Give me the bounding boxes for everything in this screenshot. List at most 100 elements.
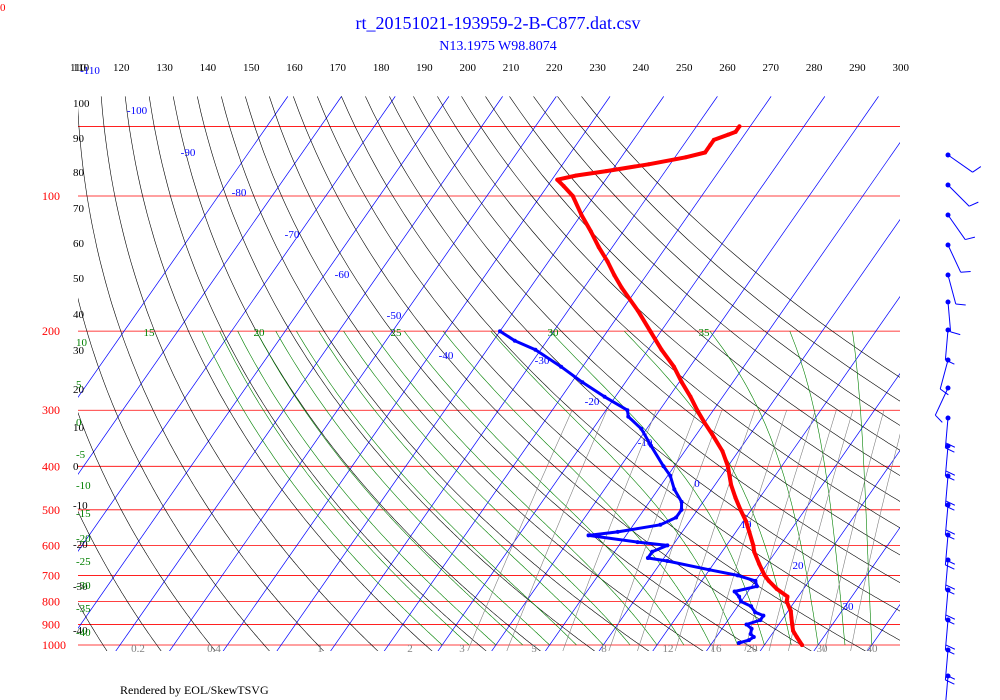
mixing-ratio-label: 1 (317, 643, 323, 655)
dewpoint-trace-point (602, 394, 607, 399)
theta-tick-label: 260 (719, 62, 736, 74)
pressure-label: 400 (42, 459, 60, 473)
mixing-ratio-line (506, 410, 608, 651)
isotherm-label: -50 (387, 310, 402, 322)
moist-adiabat-label: 30 (548, 327, 560, 339)
dewpoint-trace-point (672, 487, 677, 492)
isotherm-line (78, 96, 396, 552)
temperature-trace-point (791, 628, 796, 633)
dry-adiabat-line (557, 96, 900, 402)
wind-barb-staff (944, 445, 949, 476)
isotherm-line (330, 96, 718, 651)
altitude-label: -20 (73, 539, 88, 551)
dewpoint-trace-point (751, 635, 756, 639)
theta-tick-label: 220 (546, 62, 563, 74)
theta-tick-label: 290 (849, 62, 866, 74)
wind-barb (944, 473, 956, 511)
temperature-trace-point (708, 143, 713, 147)
mixing-ratio-line (744, 410, 816, 651)
mixing-ratio-line (562, 410, 657, 651)
mixing-ratio-label: 3 (459, 643, 465, 655)
theta-tick-label: 230 (589, 62, 606, 74)
theta-tick-label: 130 (156, 62, 173, 74)
dry-adiabat-line (221, 96, 650, 651)
dewpoint-trace-point (639, 426, 644, 431)
wind-barb-staff (944, 417, 949, 448)
dry-adiabat-line (124, 96, 433, 651)
dewpoint-trace-point (674, 515, 679, 520)
moist-adiabat-line (296, 331, 577, 646)
dry-adiabat-line (78, 602, 108, 651)
mixing-ratio-label: 20 (747, 643, 759, 655)
temperature-trace-point (561, 184, 566, 188)
pressure-label: 900 (42, 617, 60, 631)
isotherm-line (115, 96, 503, 651)
temperature-trace-point (766, 578, 771, 583)
wind-barb-staff (945, 675, 949, 700)
wind-barb (945, 152, 982, 173)
wind-barb (945, 673, 951, 700)
dry-adiabat-line (389, 96, 900, 584)
moist-adiabat-label: -30 (76, 580, 91, 592)
temperature-trace-point (774, 586, 779, 591)
chart-subtitle: N13.1975 W98.8074 (439, 39, 557, 54)
temperature-trace-point (683, 155, 688, 160)
theta-tick-label: 180 (373, 62, 390, 74)
wind-barb-feather (972, 166, 982, 173)
moist-adiabat-label: -10 (76, 480, 91, 492)
moist-adiabat-line (709, 331, 819, 646)
moist-adiabat-line (789, 331, 846, 646)
mixing-ratio-label: 2 (407, 643, 413, 655)
mixing-ratio-label: 12 (663, 643, 674, 655)
wind-barb-feather (945, 614, 956, 620)
dry-adiabat-line (78, 510, 162, 651)
mixing-ratio-line (850, 433, 900, 651)
temperature-trace-point (711, 137, 716, 142)
moist-adiabat-line (371, 331, 658, 646)
dry-adiabat-line (78, 297, 270, 651)
isotherm-line (706, 372, 900, 651)
grid-layer (78, 96, 1000, 654)
footer-credit: Rendered by EOL/SkewTSVG (120, 683, 269, 697)
pressure-label: 600 (42, 538, 60, 552)
dewpoint-trace-point (650, 549, 655, 554)
dry-adiabat-line (293, 96, 812, 651)
moist-adiabat-line (490, 331, 738, 646)
moist-adiabat-label: -25 (76, 556, 91, 568)
pressure-label: 700 (42, 568, 60, 582)
temperature-trace-point (574, 173, 579, 178)
wind-barb-staff (947, 154, 973, 173)
altitude-label: 60 (73, 238, 85, 250)
isotherm-line (437, 96, 826, 651)
wind-barb-staff (944, 329, 949, 360)
dewpoint-trace-point (512, 338, 517, 343)
altitude-label: 80 (73, 167, 85, 179)
theta-tick-label: 190 (416, 62, 433, 74)
altitude-label: 20 (73, 384, 85, 396)
moist-adiabat-label: 20 (254, 327, 266, 339)
dewpoint-trace-point (665, 543, 670, 548)
wind-barb (944, 557, 956, 595)
wind-barb-staff (944, 475, 949, 506)
temperature-trace-point (738, 507, 743, 512)
mixing-ratio-label: 5 (531, 643, 537, 655)
moist-adiabat-label: 10 (76, 337, 88, 349)
dewpoint-trace-point (625, 408, 630, 413)
mixing-ratio-line (674, 410, 756, 651)
temperature-trace-point (605, 259, 610, 264)
isotherm-line (919, 96, 1000, 654)
temperature-trace-point (729, 482, 734, 487)
dewpoint-trace-point (753, 610, 758, 615)
isotherm-label: -90 (181, 147, 196, 159)
isotherm-line (169, 96, 557, 651)
theta-tick-label: 150 (243, 62, 260, 74)
theta-tick-label: 200 (459, 62, 476, 74)
dry-adiabat-line (437, 96, 900, 529)
wind-barbs (934, 152, 982, 700)
dewpoint-trace-point (586, 533, 591, 538)
wind-barb-feather (934, 414, 943, 423)
altitude-label: 0 (73, 461, 79, 473)
isotherm-line (383, 96, 772, 651)
dewpoint-trace-point (498, 329, 502, 334)
mixing-ratio-label: 0.2 (131, 643, 145, 655)
